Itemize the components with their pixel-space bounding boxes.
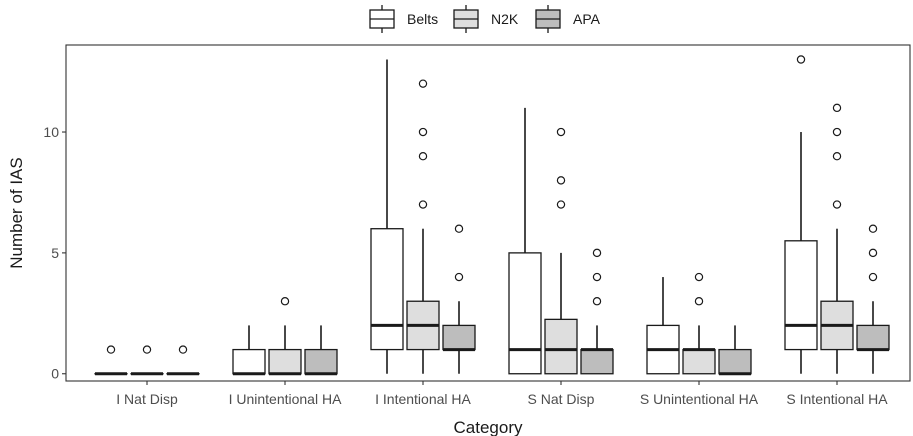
legend-item-n2k: N2K	[453, 5, 519, 33]
y-tick-label: 10	[43, 124, 59, 140]
outlier-point	[280, 297, 290, 306]
box-apa-3	[580, 248, 614, 375]
box-apa-4	[718, 325, 752, 376]
box-n2k-0	[130, 345, 164, 376]
x-tick-label: S Intentional HA	[786, 391, 888, 407]
legend-item-apa: APA	[535, 5, 601, 33]
x-tick-label: I Nat Disp	[116, 391, 178, 407]
outlier-point	[106, 345, 116, 354]
box-body	[304, 348, 338, 375]
y-axis: 0 5 10	[43, 124, 66, 382]
box-body	[682, 348, 716, 375]
box-belts-1	[232, 325, 266, 376]
y-tick-label: 5	[51, 245, 59, 261]
box-n2k-3	[544, 127, 578, 375]
box-apa-5	[856, 224, 890, 374]
legend-label: APA	[573, 11, 601, 27]
x-tick-label: S Unintentional HA	[640, 391, 759, 407]
box-body	[580, 348, 614, 375]
outlier-point	[592, 272, 602, 282]
box-belts-5	[784, 55, 818, 374]
legend-label: N2K	[491, 11, 519, 27]
box-body	[442, 324, 476, 351]
box-apa-2	[442, 224, 476, 374]
outlier-point	[556, 176, 566, 185]
y-axis-title: Number of IAS	[7, 157, 26, 269]
outlier-point	[556, 200, 566, 209]
box-body	[370, 228, 404, 351]
box-n2k-2	[406, 79, 440, 374]
legend: Belts N2K APA	[369, 5, 601, 33]
outlier-point	[454, 272, 464, 282]
outlier-point	[454, 224, 464, 233]
box-body	[544, 318, 578, 375]
outlier-point	[694, 272, 704, 282]
x-tick-label: S Nat Disp	[528, 391, 595, 407]
box-belts-3	[508, 107, 542, 375]
x-axis-title: Category	[454, 418, 523, 436]
outlier-point	[418, 127, 428, 137]
outlier-point	[868, 248, 878, 258]
outlier-point	[178, 345, 188, 354]
outlier-point	[142, 345, 152, 354]
box-apa-0	[166, 345, 200, 376]
box-body	[232, 348, 266, 375]
outlier-point	[832, 103, 842, 113]
box-body	[268, 348, 302, 375]
box-n2k-5	[820, 103, 854, 374]
outlier-point	[694, 297, 704, 306]
outlier-point	[796, 55, 806, 64]
box-belts-2	[370, 59, 404, 374]
outlier-point	[592, 297, 602, 306]
x-tick-label: I Unintentional HA	[229, 391, 343, 407]
box-body	[784, 240, 818, 351]
outlier-point	[556, 127, 566, 137]
legend-label: Belts	[407, 11, 438, 27]
outlier-point	[832, 151, 842, 161]
box-n2k-4	[682, 272, 716, 375]
panel-border	[65, 44, 911, 382]
outlier-point	[868, 272, 878, 282]
box-n2k-1	[268, 297, 302, 376]
outlier-point	[418, 200, 428, 209]
outlier-point	[832, 200, 842, 209]
box-belts-4	[646, 277, 680, 375]
outlier-point	[868, 224, 878, 233]
outlier-point	[592, 248, 602, 258]
legend-item-belts: Belts	[369, 5, 438, 33]
x-tick-label: I Intentional HA	[375, 391, 471, 407]
y-tick-label: 0	[51, 366, 59, 382]
boxes	[94, 55, 890, 376]
x-axis: I Nat Disp I Unintentional HA I Intentiona…	[116, 381, 888, 407]
outlier-point	[418, 151, 428, 161]
outlier-point	[418, 79, 428, 88]
box-apa-1	[304, 325, 338, 376]
box-body	[718, 348, 752, 375]
box-belts-0	[94, 345, 128, 376]
box-body	[508, 252, 542, 375]
box-body	[856, 324, 890, 351]
outlier-point	[832, 127, 842, 137]
